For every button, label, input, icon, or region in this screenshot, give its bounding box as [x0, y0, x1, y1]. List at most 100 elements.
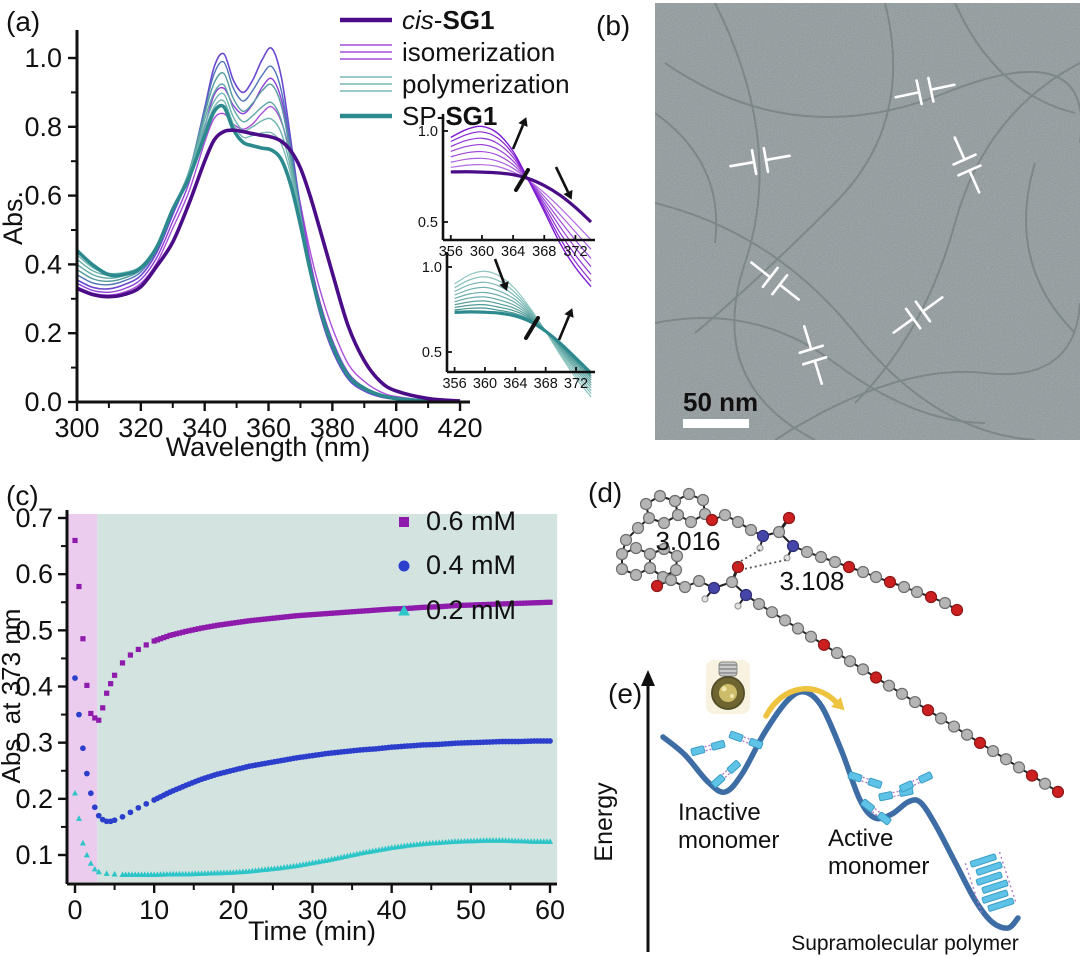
- svg-text:0.4: 0.4: [24, 249, 62, 279]
- svg-text:20: 20: [218, 895, 248, 925]
- hbond-distance-1: 3.016: [655, 526, 720, 556]
- isosbestic-slash: [514, 168, 530, 192]
- svg-text:40: 40: [377, 895, 407, 925]
- legend-item: cis-SG1: [340, 5, 494, 35]
- width-marker: [894, 76, 956, 106]
- svg-text:360: 360: [246, 413, 291, 443]
- svg-text:polymerization: polymerization: [402, 69, 570, 99]
- svg-text:0.6 mM: 0.6 mM: [426, 506, 516, 536]
- svg-text:0.8: 0.8: [24, 112, 62, 142]
- inset1-annotations: [511, 117, 573, 200]
- panel-b-label: (b): [596, 10, 631, 41]
- series-poly5: [76, 99, 461, 403]
- monomer-pair-icon: [728, 730, 764, 750]
- svg-text:0.0: 0.0: [24, 387, 62, 417]
- width-marker: [750, 261, 800, 301]
- width-marker: [798, 325, 828, 385]
- series-SP-SG1: [75, 103, 461, 404]
- svg-text:50: 50: [456, 895, 486, 925]
- scale-bar: 50 nm: [683, 387, 758, 428]
- svg-text:340: 340: [182, 413, 227, 443]
- width-marker: [729, 146, 791, 176]
- svg-text:30: 30: [297, 895, 327, 925]
- svg-text:0.4: 0.4: [15, 672, 53, 702]
- energy-axis-arrow: [641, 670, 655, 952]
- active-monomer-label-1: Active: [828, 825, 893, 852]
- tem-image: 50 nm: [655, 3, 1080, 440]
- active-monomer-label-2: monomer: [828, 853, 929, 880]
- svg-text:364: 364: [503, 376, 527, 392]
- svg-text:320: 320: [118, 413, 163, 443]
- monomer-pair-icon: [860, 798, 892, 826]
- energy-curve: [660, 688, 1021, 931]
- uvvis-spectra-chart: 300 320 340 360 380 400 4200.00.20.40.60.81.0 …: [0, 5, 595, 462]
- isomerization-phase: [67, 514, 98, 882]
- series-0.6mM: [72, 537, 553, 723]
- svg-text:0.2: 0.2: [15, 784, 53, 814]
- svg-text:1.0: 1.0: [418, 124, 438, 140]
- svg-text:60: 60: [535, 895, 565, 925]
- svg-text:1.0: 1.0: [422, 260, 442, 276]
- energy-landscape: Energy Inactive monomer Active monomer S…: [590, 660, 1021, 955]
- monomer-pair-icon: [711, 760, 741, 788]
- nanofibers: [655, 3, 1080, 440]
- series-0.4mM: [72, 675, 553, 825]
- phase-regions: [67, 514, 558, 882]
- hbond-distance-2: 3.108: [779, 566, 844, 596]
- scale-bar-label: 50 nm: [683, 387, 758, 417]
- monomer-pair-icon: [847, 771, 883, 789]
- kinetics-ylabel: Abs. at 373 nm: [0, 609, 26, 784]
- svg-text:360: 360: [470, 244, 494, 260]
- svg-text:400: 400: [374, 413, 419, 443]
- svg-text:368: 368: [534, 376, 558, 392]
- kinetics-axes: 0 10 20 30 40 50 60 0.1 0.2 0.3 0.4 0.5 0.6 0.7: [15, 503, 565, 925]
- panel-a-label: (a): [6, 6, 41, 37]
- series-0.2mM: [71, 789, 554, 878]
- monomer-pair-icon: [899, 771, 933, 793]
- kinetics-xlabel: Time (min): [248, 916, 376, 946]
- svg-text:356: 356: [442, 376, 466, 392]
- legend-item: 0.6 mM: [399, 506, 516, 536]
- light-bulb-icon: [706, 660, 750, 714]
- svg-text:0.2 mM: 0.2 mM: [426, 595, 516, 625]
- supramolecular-polymer-label: Supramolecular polymer: [791, 932, 1019, 955]
- polymerization-phase: [97, 514, 558, 882]
- panel-c-label: (c): [6, 480, 39, 511]
- width-markers: [729, 76, 982, 385]
- svg-text:368: 368: [532, 244, 556, 260]
- isomerization-inset-chart: 356 360 364 368 372 0.5 1.0: [418, 114, 595, 288]
- inactive-monomer-label-2: monomer: [678, 827, 779, 854]
- svg-text:10: 10: [139, 895, 169, 925]
- svg-text:372: 372: [564, 376, 588, 392]
- svg-text:0.5: 0.5: [15, 615, 53, 645]
- monomer-pair-icon: [690, 740, 726, 756]
- kinetics-points: [71, 537, 554, 878]
- uvvis-ylabel: Abs.: [0, 191, 28, 245]
- svg-text:0.2: 0.2: [24, 318, 62, 348]
- svg-text:0.1: 0.1: [15, 840, 53, 870]
- svg-text:0.6: 0.6: [24, 181, 62, 211]
- legend-item: isomerization: [340, 37, 555, 67]
- series-cis-SG1: [76, 128, 461, 403]
- isosbestic-slash: [524, 316, 540, 340]
- svg-text:SP-SG1: SP-SG1: [402, 101, 497, 131]
- svg-text:isomerization: isomerization: [402, 37, 555, 67]
- activation-arrow: [763, 686, 845, 719]
- legend-item: SP-SG1: [340, 101, 497, 131]
- kinetics-chart: 0 10 20 30 40 50 60 0.1 0.2 0.3 0.4 0.5 0.6 0.7 Abs. …: [0, 503, 565, 946]
- uvvis-axes: 300 320 340 360 380 400 420 0.0 0.2 0.4 0.6 0.8 1.0: [24, 30, 483, 443]
- series-poly4: [76, 92, 461, 403]
- svg-text:360: 360: [473, 376, 497, 392]
- svg-text:372: 372: [563, 244, 587, 260]
- svg-text:380: 380: [310, 413, 355, 443]
- svg-text:0.5: 0.5: [422, 345, 442, 361]
- polymer-stack-icon: [964, 851, 1017, 915]
- svg-text:0: 0: [67, 895, 82, 925]
- svg-text:0.6: 0.6: [15, 559, 53, 589]
- inactive-monomer-label-1: Inactive: [678, 799, 761, 826]
- series-iso3: [76, 47, 461, 403]
- svg-text:356: 356: [439, 244, 463, 260]
- polymerization-inset-chart: 356 360 364 368 372 0.5 1.0: [422, 252, 595, 398]
